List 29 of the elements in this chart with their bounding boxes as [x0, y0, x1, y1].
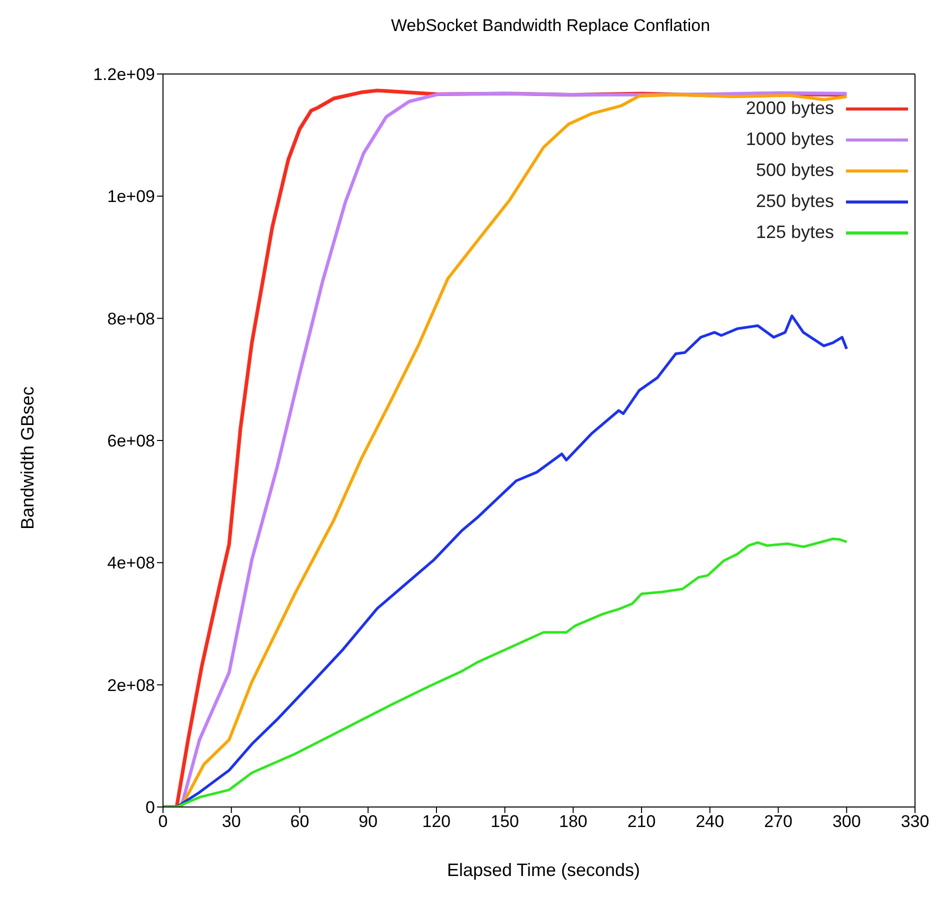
legend-label: 2000 bytes	[746, 98, 834, 119]
legend-label: 1000 bytes	[746, 129, 834, 150]
x-tick-label: 150	[490, 812, 520, 832]
line-series	[163, 538, 848, 807]
x-tick-label: 210	[627, 812, 656, 832]
line-series	[163, 314, 848, 807]
y-axis-title: Bandwidth GBsec	[18, 386, 38, 530]
y-tick-label: 2e+08	[107, 676, 155, 695]
x-tick-label: 240	[696, 812, 724, 832]
x-tick-label: 60	[290, 812, 310, 832]
y-tick-label: 1.2e+09	[93, 65, 155, 84]
y-tick-label: 8e+08	[107, 309, 155, 328]
legend-label: 125 bytes	[756, 222, 834, 243]
y-tick-label: 1e+09	[107, 187, 155, 206]
x-tick-label: 330	[900, 812, 930, 832]
x-tick-label: 30	[222, 812, 241, 832]
x-tick-label: 270	[764, 812, 792, 832]
chart-title: WebSocket Bandwidth Replace Conflation	[390, 16, 712, 36]
y-tick-label: 4e+08	[107, 554, 155, 573]
x-tick-label: 300	[832, 812, 861, 832]
x-axis-title: Elapsed Time (seconds)	[446, 860, 642, 881]
y-tick-label: 6e+08	[107, 432, 155, 451]
x-tick-label: 120	[422, 812, 451, 832]
x-tick-label: 90	[358, 812, 378, 832]
x-tick-label: 0	[158, 812, 168, 832]
y-tick-label: 0	[146, 798, 155, 818]
legend-label: 500 bytes	[756, 160, 834, 181]
legend-label: 250 bytes	[756, 191, 834, 212]
x-tick-label: 180	[558, 812, 588, 832]
